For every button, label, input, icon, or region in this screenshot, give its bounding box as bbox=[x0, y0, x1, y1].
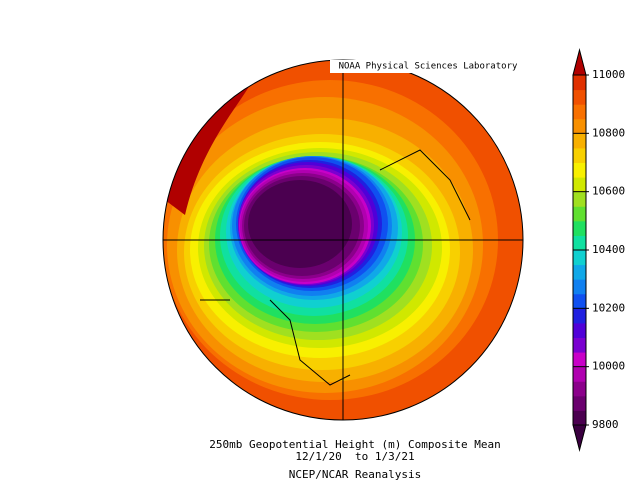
colorbar-band bbox=[573, 308, 586, 324]
colorbar-band bbox=[573, 250, 586, 266]
colorbar-band bbox=[573, 337, 586, 353]
colorbar-under bbox=[572, 424, 587, 452]
colorbar-band bbox=[573, 366, 586, 382]
map bbox=[163, 60, 523, 420]
colorbar-band bbox=[573, 395, 586, 411]
colorbar-tick-label: 10400 bbox=[592, 243, 625, 256]
colorbar-band bbox=[573, 104, 586, 120]
colorbar-tick-label: 10000 bbox=[592, 360, 625, 373]
colorbar-tick-label: 10800 bbox=[592, 126, 625, 139]
colorbar-band bbox=[573, 264, 586, 280]
colorbar-band bbox=[573, 352, 586, 368]
colorbar-over bbox=[572, 48, 587, 76]
colorbar-tick-label: 11000 bbox=[592, 68, 625, 81]
colorbar-band bbox=[573, 133, 586, 149]
colorbar: 9800 10000 10200 10400 10600 10800 11000 bbox=[572, 48, 625, 452]
caption-line: 250mb Geopotential Height (m) Composite … bbox=[209, 438, 500, 451]
colorbar-band bbox=[573, 75, 586, 91]
colorbar-band bbox=[573, 162, 586, 178]
caption-line: NCEP/NCAR Reanalysis bbox=[289, 468, 421, 481]
colorbar-band bbox=[573, 177, 586, 193]
colorbar-band bbox=[573, 322, 586, 338]
colorbar-band bbox=[573, 220, 586, 236]
colorbar-band bbox=[573, 206, 586, 222]
title-box bbox=[330, 60, 526, 73]
colorbar-band bbox=[573, 118, 586, 134]
colorbar-band bbox=[573, 235, 586, 251]
colorbar-band bbox=[573, 279, 586, 295]
colorbar-tick-label: 10600 bbox=[592, 185, 625, 198]
title: NOAA Physical Sciences Laboratory bbox=[339, 62, 518, 72]
colorbar-band bbox=[573, 147, 586, 163]
caption: 250mb Geopotential Height (m) Composite … bbox=[209, 438, 500, 481]
caption-line: 12/1/20 to 1/3/21 bbox=[295, 450, 414, 463]
colorbar-band bbox=[573, 89, 586, 105]
colorbar-band bbox=[573, 381, 586, 397]
colorbar-band bbox=[573, 191, 586, 207]
colorbar-tick-label: 9800 bbox=[592, 418, 619, 431]
colorbar-tick-label: 10200 bbox=[592, 301, 625, 314]
colorbar-band bbox=[573, 410, 586, 426]
colorbar-band bbox=[573, 293, 586, 309]
